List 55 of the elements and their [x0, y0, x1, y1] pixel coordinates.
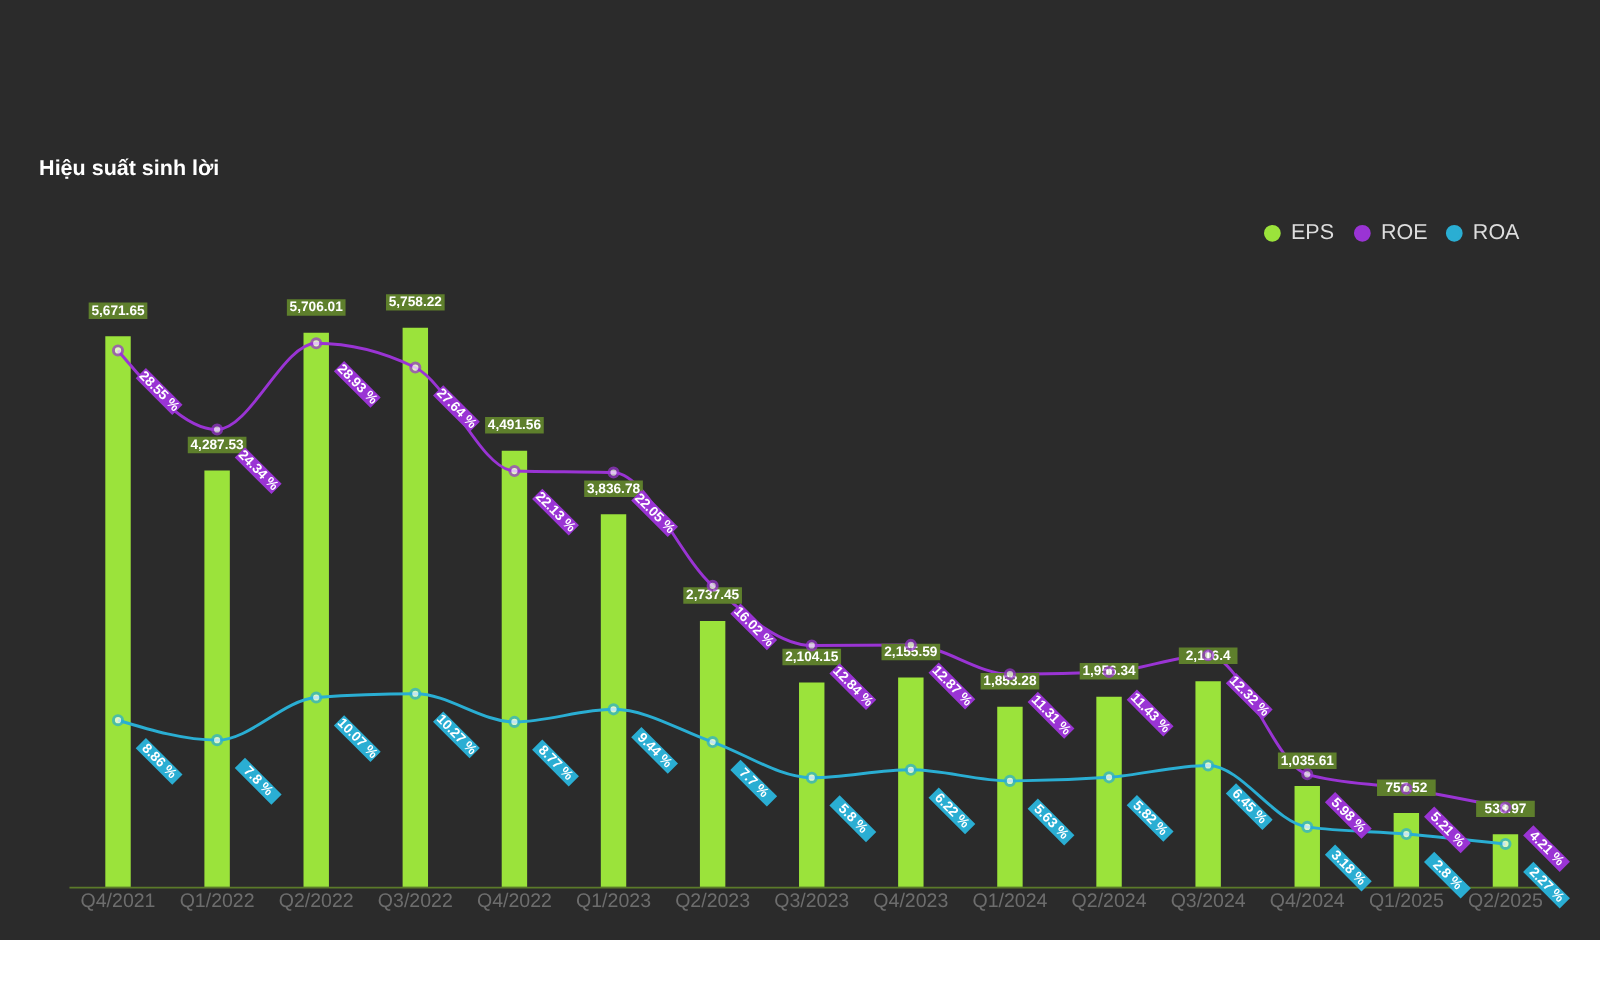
x-tick-label: Q3/2023 [774, 891, 850, 914]
point [805, 639, 818, 652]
bar [600, 514, 627, 887]
point [508, 464, 521, 478]
point [1499, 837, 1512, 851]
bar [204, 470, 230, 887]
point [111, 714, 125, 727]
point [1003, 774, 1016, 787]
x-tick-label: Q1/2022 [179, 891, 255, 914]
bar [1294, 786, 1320, 887]
point [211, 423, 224, 436]
bar [1195, 681, 1221, 887]
x-tick-label: Q1/2024 [972, 891, 1049, 914]
x-tick-label: Q4/2023 [873, 891, 949, 914]
x-tick-label: Q2/2023 [675, 891, 751, 914]
point [607, 466, 620, 479]
point [111, 344, 125, 357]
point [409, 687, 422, 700]
bar [1096, 696, 1122, 887]
point [310, 691, 323, 704]
bar [303, 332, 329, 887]
point [1301, 768, 1314, 781]
x-tick-label: Q3/2022 [377, 891, 453, 914]
point [904, 763, 917, 776]
point [1301, 820, 1314, 833]
x-tick-label: Q2/2024 [1071, 891, 1148, 914]
x-tick-label: Q4/2021 [80, 891, 156, 914]
point [607, 703, 620, 716]
bar [105, 336, 131, 887]
bar [501, 450, 528, 887]
point [310, 337, 323, 350]
x-tick-label: Q1/2025 [1368, 891, 1445, 914]
point [1202, 759, 1215, 772]
legend-label: ROE [1380, 221, 1428, 246]
bar [699, 620, 726, 887]
x-tick-label: Q3/2024 [1170, 891, 1247, 914]
x-tick-label: Q4/2024 [1269, 891, 1346, 914]
x-tick-label: Q1/2023 [576, 891, 651, 914]
x-tick-label: Q4/2022 [476, 891, 552, 914]
bar [997, 706, 1023, 887]
point [508, 715, 521, 728]
x-tick-label: Q2/2022 [278, 891, 354, 914]
bar [799, 682, 825, 887]
point [805, 771, 818, 784]
legend-label: EPS [1290, 221, 1334, 246]
point [1102, 771, 1116, 784]
bar [402, 327, 429, 887]
point [1400, 827, 1413, 841]
point [211, 734, 224, 747]
bar [898, 677, 924, 887]
chart-title: Hiệu suất sinh lời [39, 156, 220, 181]
point [706, 735, 719, 749]
legend-label: ROA [1472, 221, 1522, 246]
bar [1393, 813, 1420, 887]
point [409, 361, 422, 374]
